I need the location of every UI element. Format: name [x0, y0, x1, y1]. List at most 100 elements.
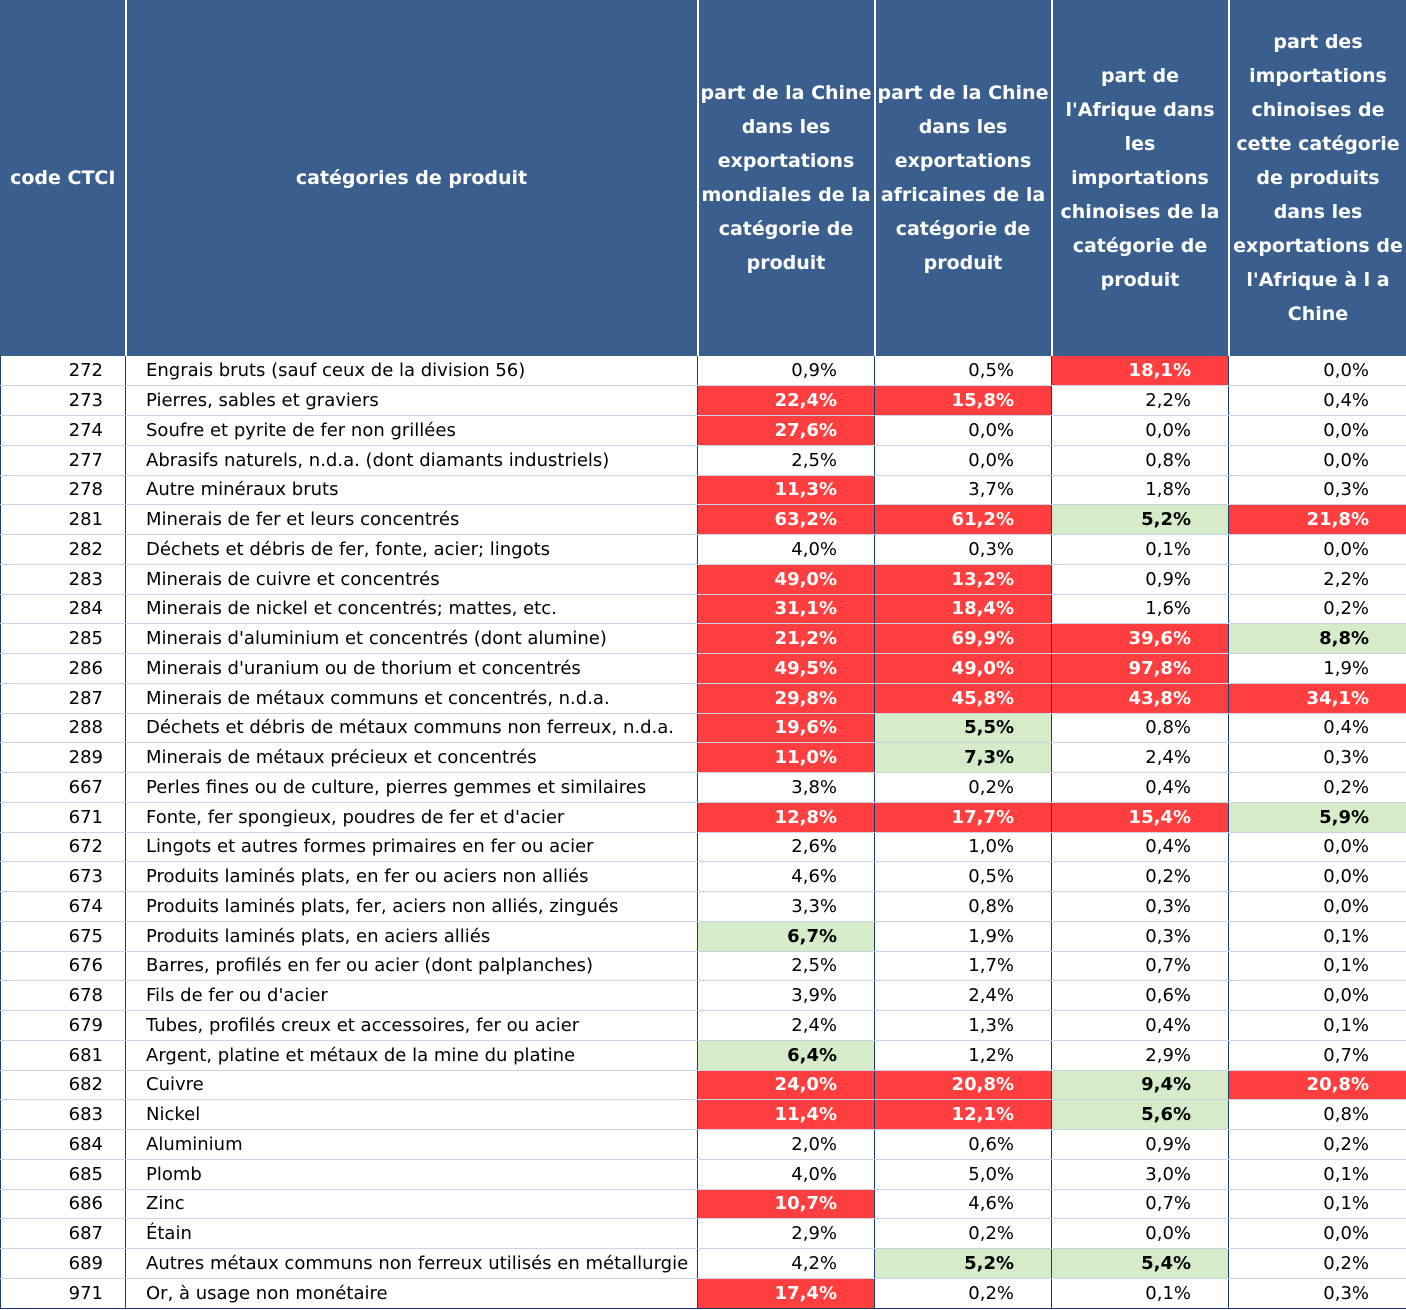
table-row: 284 Minerais de nickel et concentrés; mat…	[0, 594, 1406, 625]
cell-category: Minerais de cuivre et concentrés	[125, 564, 698, 595]
cell-value: 22,4%	[697, 385, 875, 416]
cell-value: 0,3%	[1228, 742, 1406, 773]
table-row: 674 Produits laminés plats, fer, aciers n…	[0, 891, 1406, 922]
table-row: 687 Étain 2,9% 0,2% 0,0% 0,0%	[0, 1218, 1406, 1249]
table-row: 676 Barres, profilés en fer ou acier (don…	[0, 951, 1406, 982]
table-row: 281 Minerais de fer et leurs concentrés 63…	[0, 504, 1406, 535]
cell-value: 1,6%	[1051, 594, 1229, 625]
header-china-imports-africa-exports-share: part des importations chinoises de cette…	[1227, 0, 1406, 356]
cell-value: 9,4%	[1051, 1070, 1229, 1101]
cell-value: 7,3%	[874, 742, 1052, 773]
cell-value: 0,9%	[1051, 564, 1229, 595]
cell-value: 18,4%	[874, 594, 1052, 625]
cell-code: 671	[0, 802, 126, 833]
cell-value: 0,2%	[1228, 772, 1406, 803]
cell-value: 0,0%	[874, 445, 1052, 476]
cell-value: 45,8%	[874, 683, 1052, 714]
cell-category: Fonte, fer spongieux, poudres de fer et …	[125, 802, 698, 833]
table-row: 682 Cuivre 24,0% 20,8% 9,4% 20,8%	[0, 1070, 1406, 1101]
cell-value: 0,3%	[1228, 1278, 1406, 1309]
cell-value: 3,0%	[1051, 1159, 1229, 1190]
cell-value: 0,3%	[1228, 475, 1406, 506]
cell-category: Autre minéraux bruts	[125, 475, 698, 506]
cell-value: 0,0%	[1228, 534, 1406, 565]
cell-category: Déchets et débris de fer, fonte, acier; …	[125, 534, 698, 565]
cell-category: Fils de fer ou d'acier	[125, 980, 698, 1011]
cell-value: 6,4%	[697, 1040, 875, 1071]
header-code: code CTCI	[0, 0, 126, 356]
cell-code: 272	[0, 356, 126, 387]
cell-code: 687	[0, 1218, 126, 1249]
cell-value: 2,4%	[697, 1010, 875, 1041]
cell-value: 2,2%	[1051, 385, 1229, 416]
cell-code: 685	[0, 1159, 126, 1190]
header-china-africa-share: part de la Chine dans les exportations a…	[873, 0, 1052, 356]
cell-code: 667	[0, 772, 126, 803]
cell-value: 5,2%	[1051, 504, 1229, 535]
cell-category: Lingots et autres formes primaires en fe…	[125, 832, 698, 863]
table-row: 667 Perles fines ou de culture, pierres g…	[0, 772, 1406, 803]
cell-code: 277	[0, 445, 126, 476]
cell-value: 2,9%	[697, 1218, 875, 1249]
cell-code: 675	[0, 921, 126, 952]
cell-code: 682	[0, 1070, 126, 1101]
cell-code: 686	[0, 1189, 126, 1220]
cell-value: 17,7%	[874, 802, 1052, 833]
cell-value: 0,0%	[1051, 415, 1229, 446]
cell-value: 0,1%	[1228, 951, 1406, 982]
cell-category: Or, à usage non monétaire	[125, 1278, 698, 1309]
cell-value: 49,0%	[874, 653, 1052, 684]
cell-value: 27,6%	[697, 415, 875, 446]
table-row: 686 Zinc 10,7% 4,6% 0,7% 0,1%	[0, 1189, 1406, 1220]
cell-value: 0,2%	[874, 1218, 1052, 1249]
header-africa-china-imports-share: part de l'Afrique dans les importations …	[1050, 0, 1229, 356]
cell-value: 0,8%	[874, 891, 1052, 922]
cell-value: 0,1%	[1228, 921, 1406, 952]
cell-value: 4,0%	[697, 1159, 875, 1190]
cell-value: 20,8%	[874, 1070, 1052, 1101]
cell-value: 5,2%	[874, 1248, 1052, 1279]
cell-value: 29,8%	[697, 683, 875, 714]
cell-value: 1,9%	[874, 921, 1052, 952]
cell-value: 0,0%	[1228, 415, 1406, 446]
cell-value: 0,1%	[1228, 1189, 1406, 1220]
cell-code: 282	[0, 534, 126, 565]
cell-value: 2,4%	[874, 980, 1052, 1011]
table-row: 673 Produits laminés plats, en fer ou aci…	[0, 861, 1406, 892]
cell-value: 21,2%	[697, 623, 875, 654]
cell-value: 12,1%	[874, 1099, 1052, 1130]
cell-value: 97,8%	[1051, 653, 1229, 684]
cell-value: 24,0%	[697, 1070, 875, 1101]
cell-value: 0,5%	[874, 861, 1052, 892]
cell-value: 0,0%	[1228, 980, 1406, 1011]
cell-code: 286	[0, 653, 126, 684]
table-row: 675 Produits laminés plats, en aciers all…	[0, 921, 1406, 952]
cell-value: 0,0%	[1051, 1218, 1229, 1249]
table-row: 273 Pierres, sables et graviers 22,4% 15,8%…	[0, 385, 1406, 416]
cell-value: 2,2%	[1228, 564, 1406, 595]
table-row: 283 Minerais de cuivre et concentrés 49,0%…	[0, 564, 1406, 595]
cell-value: 11,0%	[697, 742, 875, 773]
cell-value: 1,3%	[874, 1010, 1052, 1041]
table-row: 277 Abrasifs naturels, n.d.a. (dont diama…	[0, 445, 1406, 476]
cell-value: 0,7%	[1051, 1189, 1229, 1220]
cell-value: 21,8%	[1228, 504, 1406, 535]
cell-code: 273	[0, 385, 126, 416]
cell-value: 31,1%	[697, 594, 875, 625]
cell-code: 689	[0, 1248, 126, 1279]
cell-value: 69,9%	[874, 623, 1052, 654]
cell-value: 0,2%	[1228, 594, 1406, 625]
cell-value: 43,8%	[1051, 683, 1229, 714]
cell-value: 0,0%	[1228, 445, 1406, 476]
cell-value: 5,4%	[1051, 1248, 1229, 1279]
cell-value: 0,4%	[1051, 1010, 1229, 1041]
cell-value: 0,2%	[1228, 1129, 1406, 1160]
cell-value: 0,1%	[1051, 534, 1229, 565]
cell-category: Tubes, profilés creux et accessoires, fe…	[125, 1010, 698, 1041]
cell-value: 4,2%	[697, 1248, 875, 1279]
cell-value: 0,0%	[1228, 356, 1406, 387]
cell-value: 0,5%	[874, 356, 1052, 387]
cell-value: 0,2%	[1228, 1248, 1406, 1279]
cell-category: Produits laminés plats, en fer ou aciers…	[125, 861, 698, 892]
